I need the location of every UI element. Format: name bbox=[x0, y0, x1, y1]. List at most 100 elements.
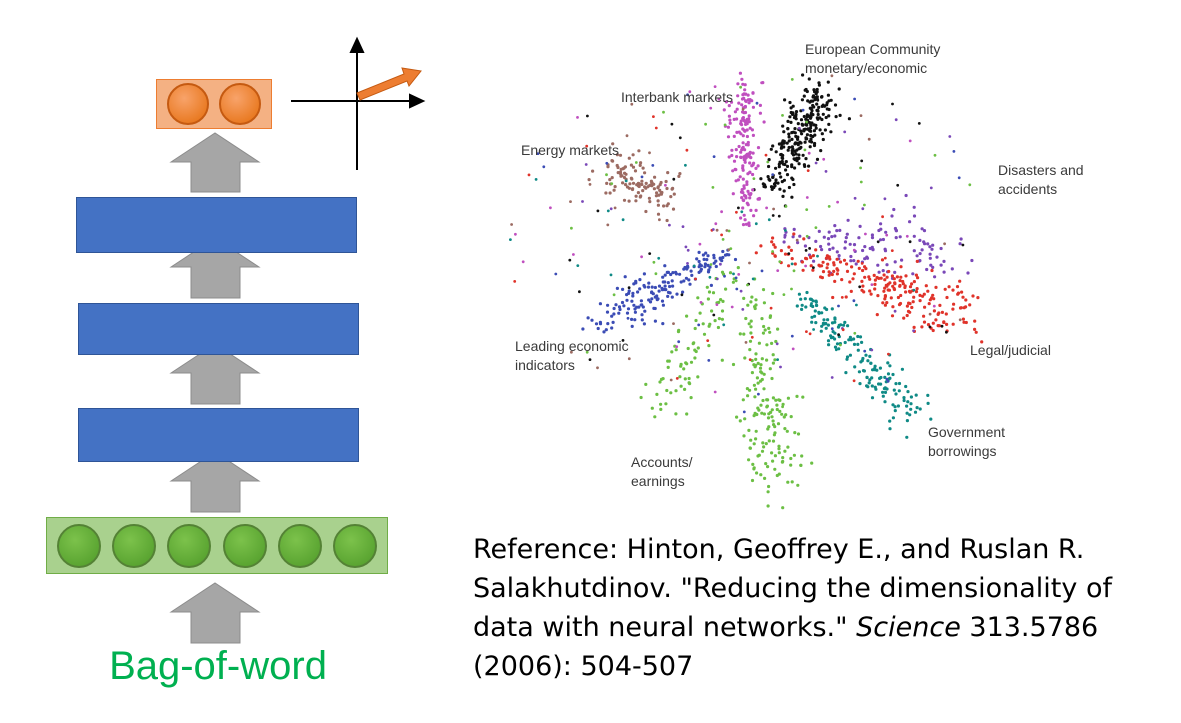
scatter-point bbox=[827, 114, 831, 118]
scatter-point bbox=[642, 283, 646, 288]
scatter-point bbox=[712, 155, 716, 158]
scatter-point bbox=[653, 415, 657, 419]
scatter-point bbox=[756, 146, 761, 150]
scatter-point bbox=[712, 256, 716, 260]
scatter-point bbox=[759, 363, 763, 367]
scatter-point bbox=[707, 324, 711, 328]
scatter-point bbox=[765, 343, 769, 347]
scatter-point bbox=[778, 260, 782, 263]
scatter-point bbox=[877, 276, 881, 280]
scatter-point bbox=[654, 272, 658, 276]
scatter-point bbox=[885, 233, 889, 237]
scatter-point bbox=[824, 115, 828, 120]
scatter-point bbox=[648, 183, 652, 187]
scatter-point bbox=[958, 279, 962, 283]
scatter-point bbox=[952, 302, 956, 306]
scatter-point bbox=[714, 259, 718, 263]
scatter-point bbox=[904, 384, 908, 389]
scatter-point bbox=[781, 114, 784, 117]
scatter-point bbox=[826, 93, 830, 97]
scatter-point bbox=[807, 77, 811, 81]
scatter-point bbox=[932, 304, 936, 308]
scatter-point bbox=[933, 275, 937, 279]
scatter-point bbox=[754, 298, 758, 302]
scatter-point bbox=[769, 306, 773, 310]
scatter-point bbox=[587, 178, 591, 182]
scatter-point bbox=[938, 303, 942, 307]
scatter-point bbox=[598, 302, 602, 306]
scatter-point bbox=[927, 302, 931, 306]
scatter-point bbox=[886, 288, 890, 292]
scatter-point bbox=[726, 135, 731, 139]
scatter-point bbox=[735, 287, 739, 291]
scatter-point bbox=[958, 242, 962, 246]
scatter-point bbox=[778, 187, 782, 191]
scatter-point bbox=[893, 281, 897, 285]
scatter-point bbox=[861, 369, 866, 373]
scatter-point bbox=[509, 238, 512, 242]
scatter-point bbox=[771, 353, 775, 357]
scatter-point bbox=[959, 306, 963, 310]
scatter-point bbox=[630, 317, 634, 321]
scatter-point bbox=[745, 182, 749, 186]
scatter-point bbox=[733, 110, 737, 114]
scatter-point bbox=[668, 284, 672, 289]
scatter-point bbox=[852, 259, 856, 263]
scatter-point bbox=[658, 188, 662, 192]
scatter-point bbox=[786, 396, 790, 400]
scatter-point bbox=[775, 403, 779, 407]
scatter-point bbox=[770, 376, 774, 381]
scatter-point bbox=[719, 298, 723, 302]
scatter-point bbox=[624, 172, 628, 176]
cluster-label-legal: Legal/judicial bbox=[970, 342, 1051, 358]
scatter-point bbox=[797, 162, 801, 166]
scatter-point bbox=[797, 156, 801, 160]
scatter-point bbox=[852, 243, 857, 247]
scatter-point bbox=[644, 209, 648, 214]
scatter-point bbox=[945, 330, 948, 334]
scatter-point bbox=[882, 289, 886, 293]
scatter-point bbox=[904, 193, 908, 198]
scatter-point bbox=[629, 176, 633, 180]
scatter-point bbox=[819, 275, 823, 279]
scatter-point bbox=[707, 344, 711, 348]
scatter-point bbox=[848, 335, 852, 339]
scatter-point bbox=[702, 332, 707, 336]
scatter-point bbox=[629, 163, 633, 167]
scatter-point bbox=[899, 275, 903, 279]
axes-icon bbox=[291, 36, 426, 170]
scatter-point bbox=[639, 161, 643, 165]
scatter-point bbox=[717, 97, 721, 101]
scatter-point bbox=[863, 275, 867, 279]
scatter-point bbox=[739, 155, 743, 159]
scatter-point bbox=[639, 395, 643, 400]
scatter-point bbox=[732, 134, 736, 138]
scatter-point bbox=[770, 341, 774, 345]
scatter-point bbox=[908, 290, 912, 294]
scatter-point bbox=[906, 400, 910, 404]
scatter-point bbox=[908, 413, 912, 417]
scatter-point bbox=[749, 208, 753, 212]
scatter-point bbox=[879, 276, 883, 280]
scatter-point bbox=[915, 406, 919, 410]
scatter-point bbox=[836, 200, 839, 204]
scatter-point bbox=[757, 408, 761, 412]
scatter-point bbox=[841, 328, 845, 332]
scatter-point bbox=[789, 248, 793, 252]
scatter-point bbox=[790, 145, 794, 149]
scatter-point bbox=[514, 232, 517, 236]
scatter-point bbox=[647, 281, 651, 285]
scatter-point bbox=[638, 278, 642, 282]
scatter-point bbox=[866, 359, 870, 363]
input-node bbox=[333, 523, 378, 568]
scatter-point bbox=[780, 141, 784, 145]
scatter-point bbox=[759, 244, 763, 248]
scatter-point bbox=[923, 242, 927, 246]
scatter-point bbox=[581, 200, 584, 203]
scatter-point bbox=[968, 303, 972, 307]
scatter-point bbox=[957, 176, 961, 180]
scatter-point bbox=[744, 99, 748, 103]
scatter-point bbox=[820, 117, 824, 122]
scatter-point bbox=[622, 304, 626, 308]
scatter-point bbox=[744, 316, 748, 321]
